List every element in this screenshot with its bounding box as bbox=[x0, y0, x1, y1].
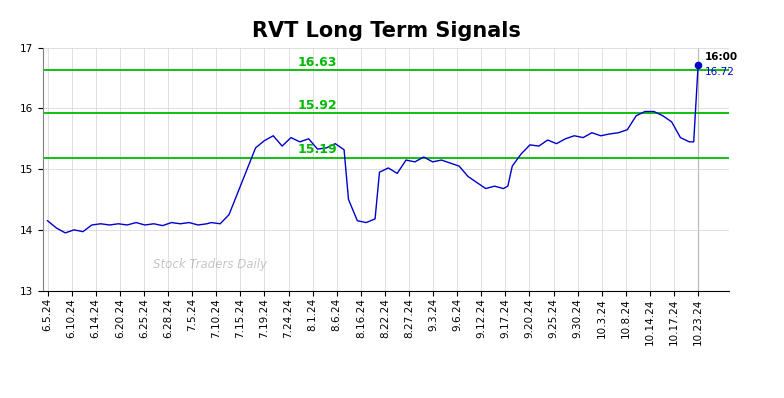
Text: 16:00: 16:00 bbox=[705, 52, 738, 62]
Title: RVT Long Term Signals: RVT Long Term Signals bbox=[252, 21, 521, 41]
Point bbox=[691, 62, 704, 68]
Text: 16.72: 16.72 bbox=[705, 67, 735, 77]
Text: Stock Traders Daily: Stock Traders Daily bbox=[153, 258, 267, 271]
Text: 15.92: 15.92 bbox=[298, 99, 337, 112]
Text: 16.63: 16.63 bbox=[298, 56, 337, 69]
Text: 15.19: 15.19 bbox=[298, 143, 337, 156]
